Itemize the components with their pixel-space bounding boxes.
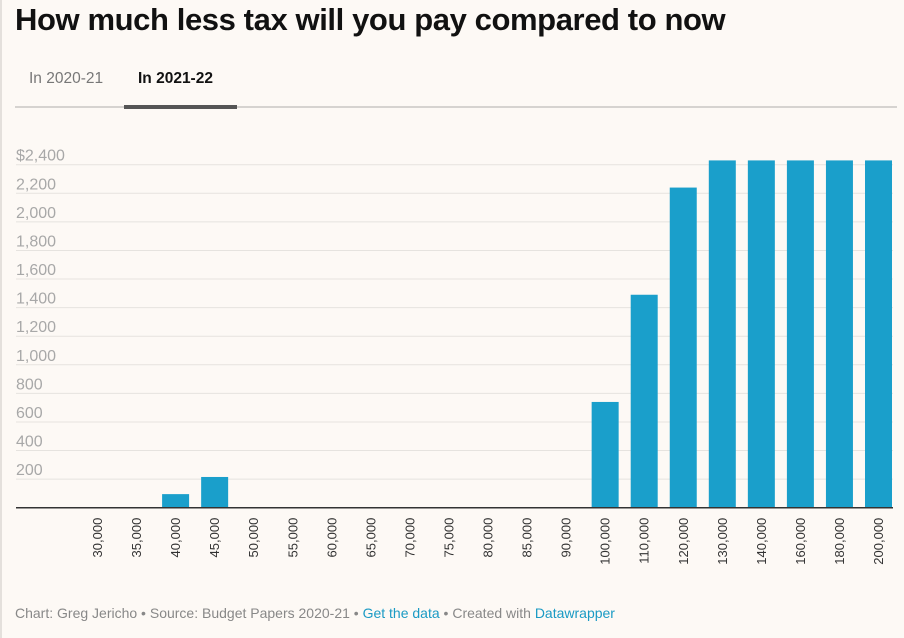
y-tick-label: 1,400 xyxy=(16,291,56,308)
source-text: Source: Budget Papers 2020-21 xyxy=(149,605,350,621)
y-tick-label: 1,000 xyxy=(16,348,56,365)
y-tick-label: 1,600 xyxy=(16,262,56,279)
chart-credit: Chart: Greg Jericho xyxy=(15,605,138,621)
y-tick-label: $2,400 xyxy=(16,148,65,165)
get-the-data-link[interactable]: Get the data xyxy=(362,605,440,621)
separator: • xyxy=(349,605,363,621)
x-tick-label: 60,000 xyxy=(324,518,339,558)
bar-chart: 200 400 600 800 1,000 1,200 1,400 1,600 1,800 2,0… xyxy=(16,148,893,565)
bar[interactable] xyxy=(669,187,697,508)
x-tick-label: 70,000 xyxy=(402,518,417,558)
separator: • xyxy=(439,605,453,621)
x-tick-label: 140,000 xyxy=(754,518,769,565)
bars xyxy=(162,160,892,508)
bar[interactable] xyxy=(865,160,892,508)
tab-bar: In 2020-21 In 2021-22 xyxy=(15,64,897,109)
x-tick-label: 100,000 xyxy=(598,518,613,565)
tab-2020-21[interactable]: In 2020-21 xyxy=(29,70,104,87)
x-tick-label: 180,000 xyxy=(832,518,847,565)
y-tick-label: 1,800 xyxy=(16,233,56,250)
x-tick-label: 75,000 xyxy=(441,518,456,558)
x-tick-label: 110,000 xyxy=(637,518,652,564)
chart-footer: Chart: Greg Jericho • Source: Budget Pap… xyxy=(15,605,615,621)
bar[interactable] xyxy=(708,160,736,508)
created-with-text: Created with xyxy=(452,605,535,621)
bar[interactable] xyxy=(825,160,853,508)
x-tick-label: 160,000 xyxy=(793,518,808,565)
tab-2021-22[interactable]: In 2021-22 xyxy=(138,70,213,87)
gridlines xyxy=(16,164,893,480)
bar[interactable] xyxy=(591,401,619,508)
x-tick-label: 120,000 xyxy=(676,518,691,565)
bar[interactable] xyxy=(162,494,190,508)
x-tick-label: 50,000 xyxy=(246,518,261,558)
x-tick-label: 40,000 xyxy=(168,518,183,558)
y-tick-label: 400 xyxy=(16,434,43,451)
x-tick-label: 30,000 xyxy=(90,518,105,558)
y-tick-label: 800 xyxy=(16,376,43,393)
y-tick-label: 2,000 xyxy=(16,205,56,222)
bar[interactable] xyxy=(201,476,229,508)
frame-border xyxy=(0,0,2,638)
y-tick-label: 2,200 xyxy=(16,176,56,193)
y-axis-labels: 200 400 600 800 1,000 1,200 1,400 1,600 1,800 2,0… xyxy=(16,148,65,479)
chart-title: How much less tax will you pay compared … xyxy=(15,2,726,37)
bar[interactable] xyxy=(747,160,775,508)
y-tick-label: 1,200 xyxy=(16,319,56,336)
bar[interactable] xyxy=(786,160,814,508)
x-tick-label: 90,000 xyxy=(559,518,574,558)
x-tick-label: 55,000 xyxy=(285,518,300,558)
x-tick-label: 65,000 xyxy=(363,518,378,558)
x-axis-labels: 30,000 35,000 40,000 45,000 50,000 55,000 60,0… xyxy=(90,518,886,565)
x-tick-label: 45,000 xyxy=(207,518,222,558)
x-tick-label: 35,000 xyxy=(129,518,144,558)
x-tick-label: 130,000 xyxy=(715,518,730,565)
separator: • xyxy=(137,605,150,621)
datawrapper-link[interactable]: Datawrapper xyxy=(534,605,615,621)
x-tick-label: 85,000 xyxy=(520,518,535,558)
y-tick-label: 600 xyxy=(16,405,43,422)
x-tick-label: 200,000 xyxy=(871,518,886,565)
x-tick-label: 80,000 xyxy=(481,518,496,558)
bar[interactable] xyxy=(630,294,658,508)
active-tab-indicator xyxy=(124,105,237,109)
y-tick-label: 200 xyxy=(16,462,43,479)
